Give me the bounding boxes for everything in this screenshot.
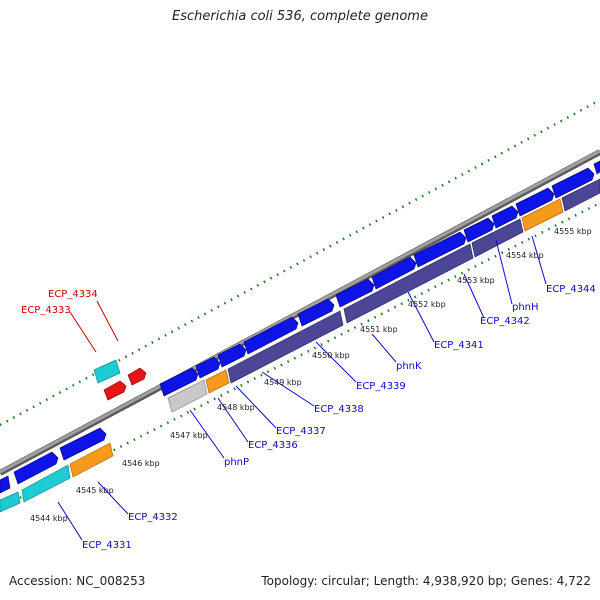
kbp-label-4550: 4550 kbp bbox=[312, 351, 350, 360]
gene-label-phnP[interactable]: phnP bbox=[224, 457, 249, 468]
gene-label-ECP_4333[interactable]: ECP_4333 bbox=[21, 305, 71, 316]
leader-ECP_4338 bbox=[261, 371, 315, 407]
gene-forward-e[interactable] bbox=[217, 343, 247, 368]
kbp-label-4554: 4554 kbp bbox=[506, 251, 544, 260]
gene-forward-h[interactable] bbox=[335, 278, 375, 308]
gene-label-ECP_4339[interactable]: ECP_4339 bbox=[356, 381, 406, 392]
kbp-label-4555: 4555 kbp bbox=[554, 227, 592, 236]
gene-orange-4342[interactable] bbox=[521, 198, 564, 232]
gene-label-ECP_4334[interactable]: ECP_4334 bbox=[48, 289, 98, 300]
gene-forward-k[interactable] bbox=[463, 217, 495, 243]
leader-phnP bbox=[189, 409, 225, 459]
gene-label-ECP_4341[interactable]: ECP_4341 bbox=[434, 340, 484, 351]
gene-forward-i[interactable] bbox=[371, 256, 417, 290]
gene-orange-4332[interactable] bbox=[69, 442, 114, 478]
gene-cyan-left-edge[interactable] bbox=[0, 491, 21, 513]
gene-forward-edge-right[interactable] bbox=[593, 160, 600, 175]
gene-orange-4336[interactable] bbox=[205, 369, 230, 394]
gene-forward-b[interactable] bbox=[59, 427, 107, 461]
gene-forward-left-edge[interactable] bbox=[0, 475, 11, 494]
gene-label-ECP_4331[interactable]: ECP_4331 bbox=[82, 540, 132, 551]
kbp-label-4551: 4551 kbp bbox=[360, 325, 398, 334]
gene-label-ECP_4342[interactable]: ECP_4342 bbox=[480, 316, 530, 327]
kbp-label-4548: 4548 kbp bbox=[217, 403, 255, 412]
kbp-label-4553: 4553 kbp bbox=[457, 276, 495, 285]
leader-ECP_4337 bbox=[235, 385, 277, 429]
gene-cyan-4331[interactable] bbox=[21, 464, 71, 503]
gene-label-phnH[interactable]: phnH bbox=[512, 302, 539, 313]
leader-ECP_4344 bbox=[531, 235, 547, 285]
gene-forward-f[interactable] bbox=[243, 316, 299, 355]
gene-label-ECP_4344[interactable]: ECP_4344 bbox=[546, 284, 596, 295]
leader-ECP_4341 bbox=[407, 291, 435, 343]
outer-tick-track bbox=[0, 98, 600, 427]
leader-ECP_4336 bbox=[217, 397, 249, 443]
gene-reverse-4339[interactable] bbox=[343, 243, 474, 324]
gene-reverse-4341[interactable] bbox=[471, 218, 524, 258]
gene-label-ECP_4337[interactable]: ECP_4337 bbox=[276, 426, 326, 437]
gene-cyan-4334[interactable] bbox=[93, 359, 121, 384]
kbp-label-4552: 4552 kbp bbox=[408, 300, 446, 309]
gene-grey-phnP[interactable] bbox=[167, 379, 208, 413]
leader-phnK bbox=[371, 333, 397, 363]
leader-phnH bbox=[495, 239, 513, 305]
leader-ECP_4342 bbox=[463, 273, 485, 319]
gene-forward-d[interactable] bbox=[195, 356, 221, 379]
gene-forward-j[interactable] bbox=[413, 231, 467, 268]
topology-text: Topology: circular; Length: 4,938,920 bp… bbox=[261, 574, 591, 588]
leader-ECP_4332 bbox=[97, 481, 129, 515]
accession-text: Accession: NC_008253 bbox=[9, 574, 146, 588]
gene-forward-n[interactable] bbox=[551, 167, 595, 199]
gene-forward-m[interactable] bbox=[515, 187, 555, 217]
leader-ECP_4333 bbox=[69, 311, 97, 353]
kbp-label-4547: 4547 kbp bbox=[170, 431, 208, 440]
kbp-label-4546: 4546 kbp bbox=[122, 459, 160, 468]
gene-reverse-4344[interactable] bbox=[561, 178, 600, 212]
gene-label-ECP_4336[interactable]: ECP_4336 bbox=[248, 440, 298, 451]
kbp-label-4545: 4545 kbp bbox=[76, 486, 114, 495]
gene-red-4333[interactable] bbox=[103, 380, 127, 401]
leader-ECP_4339 bbox=[315, 341, 357, 383]
gene-red-small[interactable] bbox=[127, 367, 147, 386]
backbone-line bbox=[0, 149, 600, 474]
gene-label-ECP_4332[interactable]: ECP_4332 bbox=[128, 512, 178, 523]
gene-forward-g[interactable] bbox=[297, 298, 335, 327]
kbp-label-4549: 4549 kbp bbox=[264, 378, 302, 387]
gene-forward-c[interactable] bbox=[159, 367, 199, 397]
gene-label-ECP_4338[interactable]: ECP_4338 bbox=[314, 404, 364, 415]
leader-ECP_4331 bbox=[57, 501, 83, 541]
gene-forward-l[interactable] bbox=[491, 205, 519, 229]
gene-reverse-4337[interactable] bbox=[227, 310, 344, 384]
kbp-label-4544: 4544 kbp bbox=[30, 514, 68, 523]
map-title: Escherichia coli 536, complete genome bbox=[172, 9, 428, 24]
gene-label-phnK[interactable]: phnK bbox=[396, 361, 422, 372]
gene-forward-a[interactable] bbox=[13, 451, 59, 485]
leader-ECP_4334 bbox=[96, 300, 119, 342]
